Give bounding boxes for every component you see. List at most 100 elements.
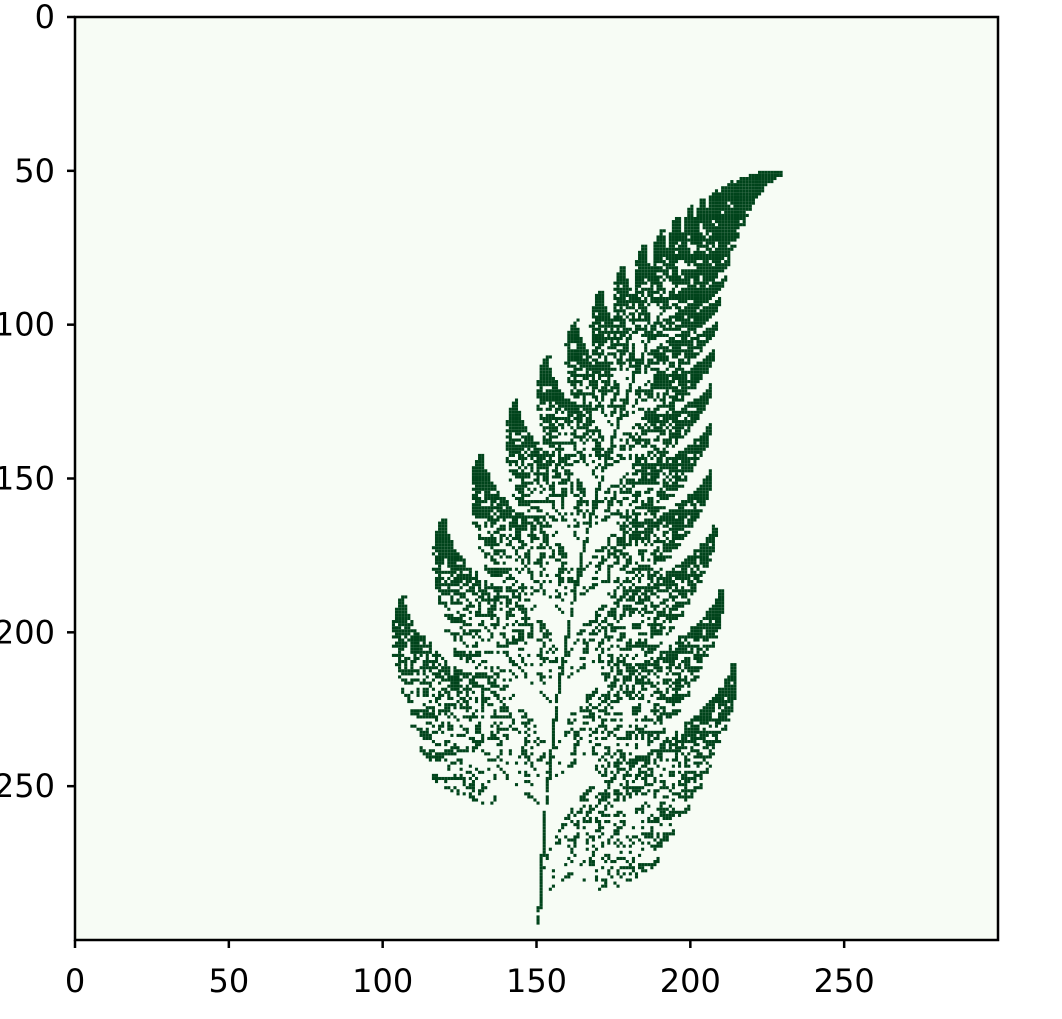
fern-pixel <box>668 306 672 310</box>
fern-pixel <box>398 666 402 670</box>
fern-pixel <box>554 386 559 390</box>
fern-pixel <box>647 450 651 454</box>
fern-pixel <box>594 318 599 322</box>
fern-pixel <box>699 552 703 556</box>
fern-pixel <box>641 398 645 402</box>
fern-pixel <box>628 792 632 796</box>
fern-pixel <box>594 293 599 297</box>
fern-pixel <box>598 696 602 701</box>
fern-pixel <box>684 253 688 257</box>
fern-pixel <box>530 592 534 596</box>
fern-pixel <box>619 456 623 461</box>
fern-pixel <box>570 850 574 854</box>
fern-pixel <box>622 432 626 436</box>
fern-pixel <box>450 620 454 624</box>
fern-pixel <box>708 361 712 365</box>
fern-pixel <box>714 327 719 331</box>
fern-pixel <box>702 361 706 365</box>
fern-pixel <box>665 318 669 322</box>
fern-pixel <box>696 632 700 636</box>
fern-pixel <box>641 272 645 276</box>
fern-pixel <box>478 653 482 657</box>
fern-pixel <box>561 490 565 494</box>
fern-pixel <box>634 290 639 294</box>
fern-pixel <box>665 358 669 362</box>
fern-pixel <box>650 413 654 417</box>
fern-pixel <box>490 586 494 590</box>
fern-pixel <box>718 269 722 273</box>
fern-pixel <box>533 518 537 522</box>
fern-pixel <box>730 192 734 196</box>
fern-pixel <box>499 589 503 593</box>
fern-pixel <box>665 367 669 371</box>
fern-pixel <box>662 481 666 485</box>
fern-pixel <box>690 644 694 648</box>
fern-pixel <box>638 392 642 396</box>
fern-pixel <box>441 601 445 605</box>
fern-pixel <box>711 746 715 750</box>
fern-pixel <box>622 533 626 537</box>
fern-pixel <box>705 561 709 565</box>
fern-pixel <box>508 426 512 430</box>
fern-pixel <box>582 798 586 802</box>
fern-pixel <box>684 241 688 245</box>
fern-pixel <box>536 450 540 454</box>
fern-pixel <box>404 607 408 611</box>
fern-pixel <box>696 555 700 559</box>
fern-pixel <box>714 284 719 288</box>
fern-pixel <box>576 380 580 384</box>
fern-pixel <box>434 715 439 719</box>
fern-pixel <box>687 733 691 737</box>
fern-pixel <box>641 681 645 685</box>
fern-pixel <box>511 447 515 451</box>
fern-pixel <box>607 749 611 753</box>
fern-pixel <box>659 373 663 377</box>
fern-pixel <box>711 543 715 547</box>
fern-pixel <box>681 740 685 744</box>
fern-pixel <box>693 583 697 587</box>
fern-pixel <box>622 589 626 593</box>
fern-pixel <box>702 558 706 562</box>
fern-pixel <box>558 666 562 670</box>
fern-pixel <box>736 226 740 230</box>
fern-pixel <box>554 509 559 513</box>
fern-pixel <box>601 736 605 741</box>
fern-pixel <box>659 287 663 291</box>
fern-pixel <box>554 693 559 697</box>
fern-pixel <box>659 650 663 654</box>
fern-pixel <box>696 296 700 301</box>
fern-pixel <box>708 238 712 242</box>
fern-pixel <box>638 663 642 667</box>
fern-pixel <box>671 355 675 359</box>
fern-pixel <box>391 653 395 657</box>
fern-pixel <box>641 444 645 448</box>
fern-pixel <box>644 527 648 531</box>
fern-pixel <box>558 543 562 547</box>
fern-pixel <box>634 500 639 504</box>
fern-pixel <box>478 533 482 537</box>
fern-pixel <box>690 272 694 276</box>
fern-pixel <box>604 330 608 334</box>
fern-pixel <box>674 398 679 402</box>
fern-pixel <box>579 564 583 568</box>
fern-pixel <box>687 456 691 461</box>
fern-pixel <box>678 512 682 516</box>
fern-pixel <box>699 546 703 550</box>
fern-pixel <box>668 515 672 519</box>
fern-pixel <box>524 740 528 744</box>
fern-pixel <box>631 438 635 442</box>
fern-pixel <box>650 287 654 291</box>
fern-pixel <box>748 176 752 181</box>
fern-pixel <box>579 573 583 577</box>
fern-pixel <box>434 675 439 679</box>
fern-pixel <box>607 564 611 568</box>
fern-pixel <box>456 776 460 781</box>
fern-pixel <box>671 626 675 630</box>
fern-pixel <box>567 355 571 359</box>
fern-pixel <box>665 518 669 522</box>
fern-pixel <box>644 595 648 599</box>
fern-pixel <box>570 355 574 359</box>
fern-pixel <box>431 678 435 682</box>
fern-pixel <box>711 730 715 734</box>
fern-pixel <box>659 296 663 301</box>
